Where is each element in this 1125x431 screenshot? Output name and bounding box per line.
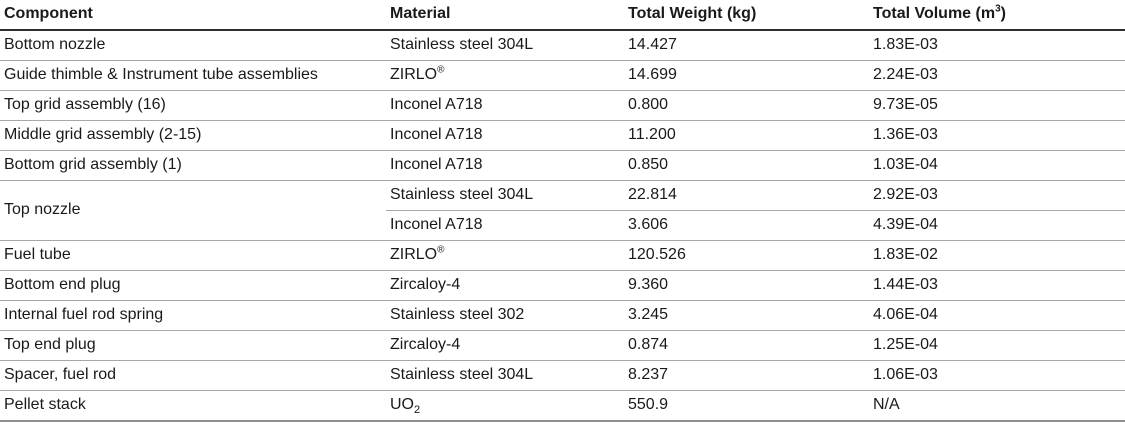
table-row: Middle grid assembly (2-15) Inconel A718 1… <box>0 120 1125 151</box>
cell-material: Inconel A718 <box>386 120 624 151</box>
cell-total-weight: 3.606 <box>624 210 869 241</box>
cell-material: Zircaloy-4 <box>386 270 624 301</box>
cell-component: Bottom nozzle <box>0 29 386 61</box>
table-row: Internal fuel rod spring Stainless steel … <box>0 300 1125 331</box>
cell-component: Bottom grid assembly (1) <box>0 150 386 181</box>
cell-component: Internal fuel rod spring <box>0 300 386 331</box>
cell-component: Fuel tube <box>0 240 386 271</box>
cell-total-volume: 1.83E-02 <box>869 240 1125 271</box>
cell-material: Inconel A718 <box>386 90 624 121</box>
cell-total-weight: 14.699 <box>624 60 869 91</box>
components-materials-table: Component Material Total Weight (kg) Total … <box>0 0 1125 422</box>
table-row: Pellet stack UO2 550.9 N/A <box>0 390 1125 422</box>
cell-total-volume: 1.25E-04 <box>869 330 1125 361</box>
cell-material: Zircaloy-4 <box>386 330 624 361</box>
cell-total-volume: 2.92E-03 <box>869 180 1125 211</box>
cell-total-volume: 1.06E-03 <box>869 360 1125 391</box>
cell-total-weight: 550.9 <box>624 390 869 422</box>
cell-material: ZIRLO® <box>386 240 624 271</box>
cell-total-weight: 11.200 <box>624 120 869 151</box>
cell-material: ZIRLO® <box>386 60 624 91</box>
superscript-text: ® <box>437 244 445 256</box>
table-row: Guide thimble & Instrument tube assembli… <box>0 60 1125 91</box>
cell-total-volume: 4.06E-04 <box>869 300 1125 331</box>
column-header-component: Component <box>0 0 386 31</box>
cell-material: Stainless steel 304L <box>386 360 624 391</box>
column-header-weight: Total Weight (kg) <box>624 0 869 31</box>
cell-material: Inconel A718 <box>386 210 624 241</box>
cell-total-weight: 14.427 <box>624 29 869 61</box>
subscript-text: 2 <box>414 404 421 417</box>
cell-total-volume: N/A <box>869 390 1125 422</box>
table-row: Fuel tube ZIRLO® 120.526 1.83E-02 <box>0 240 1125 271</box>
cell-material: Stainless steel 304L <box>386 29 624 61</box>
table-row: Bottom grid assembly (1) Inconel A718 0.85… <box>0 150 1125 181</box>
cell-total-volume: 1.44E-03 <box>869 270 1125 301</box>
table-row: Bottom nozzle Stainless steel 304L 14.427 1… <box>0 29 1125 61</box>
superscript-text: 3 <box>995 3 1001 15</box>
table-row: Spacer, fuel rod Stainless steel 304L 8.23… <box>0 360 1125 391</box>
table-row: Inconel A718 3.606 4.39E-04 <box>0 210 1125 241</box>
cell-total-volume: 1.36E-03 <box>869 120 1125 151</box>
cell-component: Top grid assembly (16) <box>0 90 386 121</box>
cell-total-weight: 9.360 <box>624 270 869 301</box>
cell-component: Pellet stack <box>0 390 386 422</box>
column-header-material: Material <box>386 0 624 31</box>
cell-total-volume: 2.24E-03 <box>869 60 1125 91</box>
table-row: Top nozzle Stainless steel 304L 22.814 2.92… <box>0 180 1125 241</box>
cell-total-weight: 0.850 <box>624 150 869 181</box>
cell-total-volume: 1.83E-03 <box>869 29 1125 61</box>
cell-material: Stainless steel 302 <box>386 300 624 331</box>
cell-component: Guide thimble & Instrument tube assembli… <box>0 60 386 91</box>
table-row: Top grid assembly (16) Inconel A718 0.800 9… <box>0 90 1125 121</box>
header-row: Component Material Total Weight (kg) Total … <box>0 0 1125 31</box>
cell-total-volume: 4.39E-04 <box>869 210 1125 241</box>
cell-component: Spacer, fuel rod <box>0 360 386 391</box>
cell-component: Top nozzle <box>0 180 386 241</box>
superscript-text: ® <box>437 64 445 76</box>
cell-material: Inconel A718 <box>386 150 624 181</box>
cell-material: UO2 <box>386 390 624 422</box>
table-body: Bottom nozzle Stainless steel 304L 14.427 1… <box>0 29 1125 422</box>
column-header-volume: Total Volume (m3) <box>869 0 1125 31</box>
cell-total-weight: 3.245 <box>624 300 869 331</box>
cell-total-volume: 9.73E-05 <box>869 90 1125 121</box>
cell-total-weight: 22.814 <box>624 180 869 211</box>
cell-total-volume: 1.03E-04 <box>869 150 1125 181</box>
cell-total-weight: 8.237 <box>624 360 869 391</box>
cell-component: Top end plug <box>0 330 386 361</box>
cell-material: Stainless steel 304L <box>386 180 624 211</box>
table-row: Bottom end plug Zircaloy-4 9.360 1.44E-03 <box>0 270 1125 301</box>
cell-total-weight: 120.526 <box>624 240 869 271</box>
cell-total-weight: 0.874 <box>624 330 869 361</box>
cell-component: Bottom end plug <box>0 270 386 301</box>
cell-component: Middle grid assembly (2-15) <box>0 120 386 151</box>
cell-total-weight: 0.800 <box>624 90 869 121</box>
table-row: Top end plug Zircaloy-4 0.874 1.25E-04 <box>0 330 1125 361</box>
